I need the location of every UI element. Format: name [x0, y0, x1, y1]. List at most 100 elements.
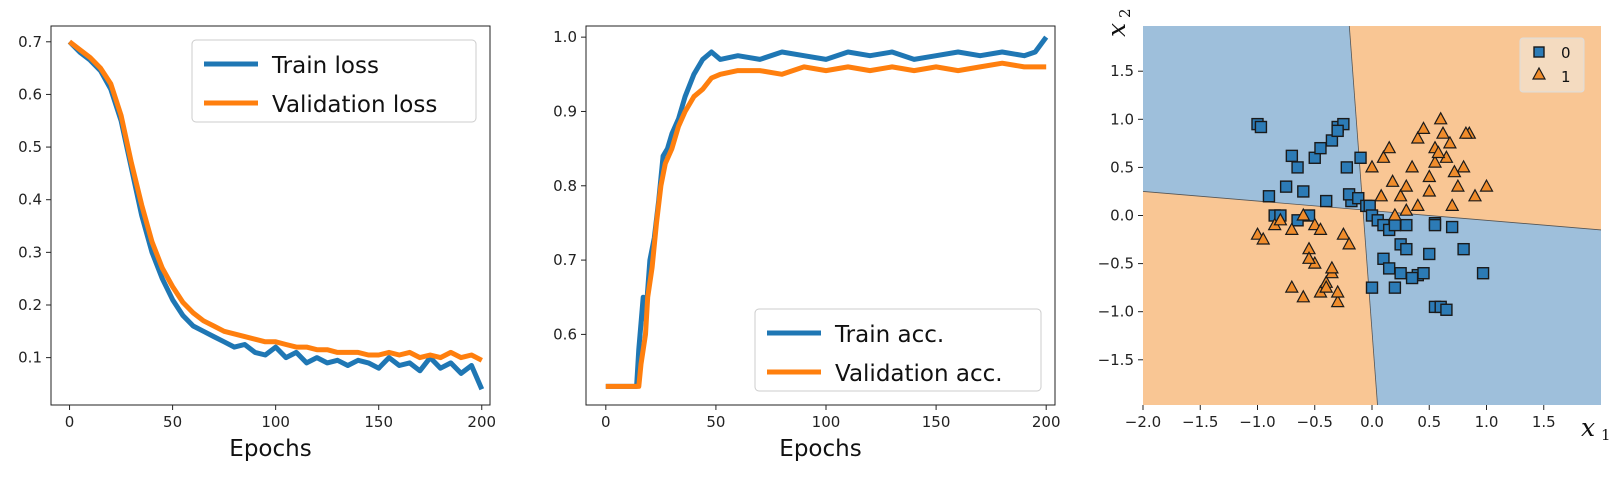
x-tick-label: 50: [163, 413, 182, 431]
point-class-1: [1336, 226, 1351, 240]
x-tick-label: 1.5: [1532, 413, 1556, 431]
point-class-1: [1445, 198, 1460, 211]
point-class-1: [1427, 154, 1443, 168]
point-class-0: [1388, 218, 1402, 232]
point-class-0: [1285, 149, 1299, 163]
x-axis-title: Epochs: [229, 436, 311, 462]
y-tick-label: 0.0: [1110, 207, 1134, 225]
point-class-1: [1450, 178, 1465, 192]
y-tick-label: 0.9: [553, 102, 577, 120]
x-tick-label: 1.0: [1475, 413, 1499, 431]
point-class-0: [1388, 281, 1402, 294]
point-class-0: [1319, 194, 1333, 208]
point-class-0: [1417, 267, 1430, 280]
x-tick-label: −2.0: [1125, 413, 1161, 431]
point-class-1: [1458, 125, 1473, 139]
point-class-1: [1301, 251, 1317, 264]
x-tick-label: −1.0: [1239, 413, 1275, 431]
point-class-0: [1440, 303, 1453, 316]
point-class-0: [1365, 281, 1379, 294]
point-class-1: [1435, 125, 1451, 139]
y-tick-label: 1.0: [1110, 110, 1134, 128]
legend: Train acc. Validation acc.: [754, 308, 1042, 392]
y-tick-label: 1.5: [1110, 62, 1134, 80]
legend-label: 1: [1561, 68, 1571, 86]
point-class-0: [1476, 267, 1490, 280]
x-tick-label: 0: [601, 413, 611, 431]
point-class-1: [1364, 159, 1380, 173]
x-tick-label: 50: [706, 413, 725, 431]
y-tick-label: −0.5: [1098, 255, 1134, 273]
y-tick-label: 0.6: [18, 85, 42, 103]
series-line-validation-acc: [605, 60, 1047, 389]
x-tick-label: 0.5: [1417, 413, 1441, 431]
point-class-0: [1400, 218, 1413, 232]
y-axis-title: x2: [1102, 8, 1134, 37]
point-class-0: [1354, 151, 1367, 164]
y-tick-label: −1.5: [1098, 351, 1134, 369]
point-class-1: [1385, 174, 1400, 187]
point-class-1: [1319, 279, 1334, 293]
y-tick-label: 0.8: [553, 177, 577, 195]
point-class-1: [1422, 183, 1437, 197]
point-class-1: [1376, 150, 1391, 163]
y-tick-label: 0.2: [18, 296, 42, 314]
scatter-chart-decision-regions: −2.0 −1.5 −1.0 −0.5 0.0 0.5 1.0 1.5 −1.5 −1.0 −0.5…: [1098, 8, 1611, 444]
point-class-1: [1410, 130, 1425, 144]
point-class-0: [1394, 267, 1407, 280]
point-class-1: [1342, 236, 1357, 250]
x-axis-title: x: [1581, 413, 1595, 442]
x-tick-label: 100: [261, 413, 290, 431]
point-class-1: [1374, 188, 1389, 202]
point-class-1: [1433, 111, 1448, 125]
point-class-1: [1382, 140, 1397, 154]
legend-label: 0: [1561, 44, 1571, 62]
point-class-1: [1387, 207, 1402, 221]
x-tick-label: 200: [467, 413, 496, 431]
legend-label: Train acc.: [834, 322, 944, 348]
series-line-validation-loss: [67, 39, 483, 363]
point-class-1: [1284, 279, 1299, 293]
y-tick-label: 0.4: [18, 191, 42, 209]
point-class-1: [1405, 159, 1420, 173]
y-tick-label: 0.3: [18, 243, 42, 261]
point-class-0: [1428, 218, 1442, 232]
point-class-0: [1423, 247, 1436, 261]
point-class-1: [1393, 188, 1408, 202]
point-class-0: [1445, 220, 1459, 234]
line-chart-loss: 0 50 100 150 200 0.1 0.2 0.3 0.4 0.5 0.6 0.7 Epochs T…: [18, 25, 496, 462]
point-class-0: [1382, 262, 1396, 275]
point-class-1: [1447, 164, 1462, 178]
point-class-0: [1352, 191, 1365, 205]
legend-square-marker: [1533, 46, 1545, 58]
x-tick-label: 150: [364, 413, 393, 431]
legend-box: [754, 308, 1042, 392]
point-class-0: [1279, 180, 1293, 193]
legend-label: Train loss: [271, 53, 379, 79]
x-tick-label: 0: [65, 413, 75, 431]
point-class-1: [1307, 217, 1322, 231]
y-tick-label: 1.0: [553, 28, 577, 46]
x-tick-label: 200: [1032, 413, 1061, 431]
y-tick-label: 0.5: [1110, 158, 1134, 176]
point-class-1: [1410, 198, 1425, 211]
plot-frame: [50, 25, 491, 406]
legend-box: [191, 39, 477, 123]
point-class-1: [1284, 222, 1299, 235]
legend-triangle-marker: [1531, 66, 1547, 80]
point-class-0: [1457, 242, 1470, 256]
x-axis-title-subscript: 1: [1601, 426, 1611, 444]
y-tick-label: −1.0: [1098, 303, 1134, 321]
legend-label: Validation acc.: [835, 361, 1003, 387]
point-class-1: [1296, 289, 1311, 303]
point-class-1: [1479, 178, 1494, 192]
legend: Train loss Validation loss: [191, 39, 477, 123]
point-class-1: [1250, 226, 1265, 240]
x-tick-label: −0.5: [1297, 413, 1333, 431]
y-tick-label: 0.1: [18, 349, 42, 367]
point-class-1: [1416, 121, 1431, 134]
legend: 01: [1519, 37, 1585, 93]
point-class-1: [1399, 178, 1414, 192]
point-class-0: [1400, 242, 1413, 256]
point-class-0: [1291, 161, 1304, 174]
